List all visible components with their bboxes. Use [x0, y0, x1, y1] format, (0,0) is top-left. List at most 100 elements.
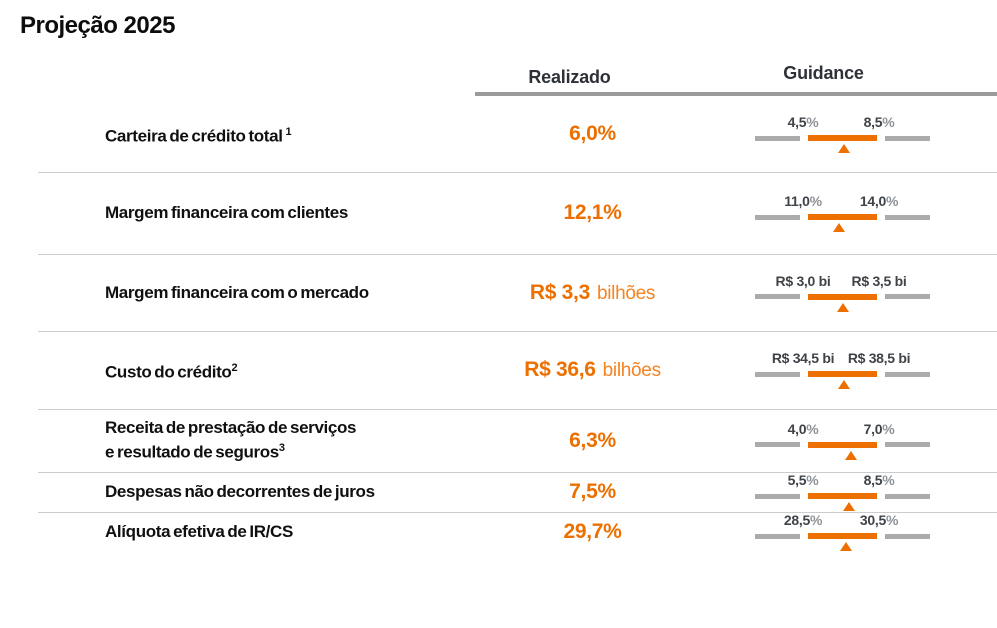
table-row: Despesas não decorrentes de juros 7,5% 5… — [0, 472, 997, 512]
guidance-min-label: 4,5% — [787, 114, 819, 130]
range-below-bar — [755, 214, 800, 220]
realized-marker-icon — [836, 302, 849, 312]
metric-label-text: Margem financeira com clientes — [105, 203, 348, 222]
guidance-glyph: 4,0% 7,0% — [755, 421, 930, 461]
realized-value: 6,3% — [475, 429, 710, 453]
range-above-bar — [885, 294, 930, 299]
guidance-max-label: 8,5% — [863, 472, 895, 488]
range-target-bar — [808, 493, 877, 511]
table-row: Margem financeira com clientes 12,1% 11,… — [0, 172, 997, 254]
guidance-max-label: 8,5% — [863, 114, 895, 130]
range-bars — [755, 135, 930, 153]
metric-label-text: Despesas não decorrentes de juros — [105, 482, 375, 501]
realized-value: R$ 3,3 bilhões — [475, 281, 710, 305]
guidance-glyph: R$ 3,0 bi R$ 3,5 bi — [755, 273, 930, 313]
metric-label: Carteira de crédito total 1 — [0, 122, 475, 147]
guidance-max-label: R$ 38,5 bi — [847, 350, 911, 366]
metric-label: Custo do crédito2 — [0, 358, 475, 383]
realized-value: 29,7% — [475, 520, 710, 544]
range-below-bar — [755, 135, 800, 141]
guidance-glyph: 28,5% 30,5% — [755, 512, 930, 552]
table-row: Custo do crédito2 R$ 36,6 bilhões R$ 34,5… — [0, 331, 997, 409]
table-header: Realizado Guidance — [0, 52, 997, 92]
guidance-range: R$ 3,0 bi R$ 3,5 bi — [710, 254, 997, 331]
page-title: Projeção 2025 — [20, 12, 175, 39]
realized-marker-icon — [833, 223, 846, 232]
range-below-bar — [755, 442, 800, 447]
range-below-bar — [755, 533, 800, 539]
guidance-range: R$ 34,5 bi R$ 38,5 bi — [710, 331, 997, 409]
realized-value: 6,0% — [475, 122, 710, 146]
guidance-min-label: 11,0% — [784, 193, 822, 209]
realized-value-text: 6,0% — [569, 122, 616, 145]
guidance-range: 5,5% 8,5% — [710, 472, 997, 512]
guidance-range: 11,0% 14,0% — [710, 172, 997, 254]
realized-value-text: R$ 36,6 — [524, 358, 596, 381]
range-bars — [755, 441, 930, 460]
guidance-min-label: 28,5% — [783, 512, 823, 528]
footnote-marker: 3 — [278, 442, 286, 455]
range-bars — [755, 214, 930, 232]
range-target-bar — [808, 371, 877, 389]
range-above-bar — [885, 214, 930, 220]
guidance-max-label: 7,0% — [863, 420, 895, 437]
realized-value-unit: bilhões — [596, 282, 656, 304]
metric-label-text: Alíquota efetiva de IR/CS — [105, 522, 293, 541]
realized-marker-icon — [839, 542, 852, 551]
range-target-bar — [808, 533, 877, 551]
table-row: Margem financeira com o mercado R$ 3,3 bi… — [0, 254, 997, 331]
realized-marker-icon — [837, 380, 850, 389]
range-bars — [755, 533, 930, 551]
metric-label-text: Carteira de crédito total — [105, 126, 286, 146]
realized-marker-icon — [843, 502, 856, 511]
range-target-bar — [808, 293, 877, 312]
column-header-guidance: Guidance — [783, 63, 864, 83]
guidance-range: 28,5% 30,5% — [710, 512, 997, 552]
guidance-max-label: 14,0% — [859, 193, 899, 209]
realized-value-unit: bilhões — [602, 360, 661, 381]
metric-label-text: Receita de prestação de serviços e resul… — [105, 418, 357, 462]
guidance-glyph: R$ 34,5 bi R$ 38,5 bi — [755, 350, 930, 390]
guidance-range: 4,5% 8,5% — [710, 96, 997, 172]
realized-value-text: 12,1% — [563, 201, 622, 224]
range-below-bar — [755, 371, 800, 377]
realized-value-text: 29,7% — [563, 520, 622, 543]
guidance-min-label: 5,5% — [787, 472, 819, 488]
guidance-min-label: 4,0% — [787, 420, 819, 437]
range-target-bar — [808, 441, 877, 460]
range-below-bar — [755, 493, 800, 499]
realized-marker-icon — [845, 450, 858, 460]
footnote-marker: 2 — [231, 361, 238, 374]
metric-label: Despesas não decorrentes de juros — [0, 482, 475, 502]
guidance-max-label: R$ 3,5 bi — [851, 272, 907, 289]
header-rule — [475, 92, 997, 96]
range-target-bar — [808, 135, 877, 153]
realized-value: 7,5% — [475, 480, 710, 504]
range-above-bar — [885, 442, 930, 447]
range-target-bar — [808, 214, 877, 232]
table-row: Alíquota efetiva de IR/CS 29,7% 28,5% 30… — [0, 512, 997, 552]
guidance-max-label: 30,5% — [859, 512, 899, 528]
range-above-bar — [885, 493, 930, 499]
metric-label: Receita de prestação de serviços e resul… — [0, 418, 475, 463]
guidance-table: Realizado Guidance Carteira de crédito t… — [0, 52, 997, 552]
range-above-bar — [885, 135, 930, 141]
guidance-min-label: R$ 34,5 bi — [771, 350, 835, 366]
guidance-glyph: 4,5% 8,5% — [755, 114, 930, 154]
range-above-bar — [885, 533, 930, 539]
range-bars — [755, 293, 930, 312]
metric-label: Alíquota efetiva de IR/CS — [0, 522, 475, 542]
range-below-bar — [755, 294, 800, 299]
guidance-range: 4,0% 7,0% — [710, 409, 997, 472]
realized-marker-icon — [837, 144, 850, 153]
realized-value: 12,1% — [475, 201, 710, 225]
guidance-min-label: R$ 3,0 bi — [775, 272, 831, 289]
guidance-glyph: 11,0% 14,0% — [755, 193, 930, 233]
footnote-marker: 1 — [285, 125, 292, 138]
metric-label: Margem financeira com clientes — [0, 203, 475, 223]
table-row: Carteira de crédito total 1 6,0% 4,5% 8,… — [0, 96, 997, 172]
range-bars — [755, 371, 930, 389]
realized-value-text: 6,3% — [569, 428, 616, 452]
metric-label-text: Custo do crédito — [105, 362, 232, 382]
realized-value-text: 7,5% — [569, 480, 616, 503]
